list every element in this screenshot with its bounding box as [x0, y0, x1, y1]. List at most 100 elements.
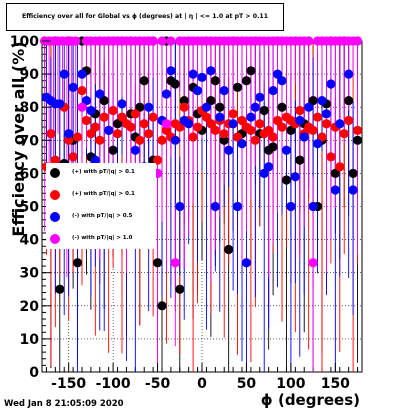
data-point — [77, 69, 87, 79]
data-point — [152, 155, 163, 165]
data-point — [335, 162, 345, 172]
legend: (+) with pT/|q| > 0.1 (+) with pT/|q| > … — [46, 163, 156, 249]
data-point — [215, 112, 225, 122]
data-point — [117, 99, 127, 109]
data-point — [192, 86, 203, 96]
data-point — [46, 129, 56, 139]
data-point — [232, 201, 243, 212]
data-point — [286, 125, 296, 135]
data-point — [72, 132, 83, 142]
chart-title-box: Efficiency over all for Global vs ϕ (deg… — [6, 3, 284, 31]
data-point — [259, 105, 269, 116]
x-tick-label: -50 — [145, 376, 171, 392]
data-point — [81, 95, 92, 106]
data-point — [64, 129, 74, 139]
data-point — [166, 36, 176, 46]
legend-label: (+) with pT/|q| > 0.1 — [72, 191, 135, 197]
data-point — [224, 244, 234, 255]
data-point — [152, 258, 163, 268]
data-point — [281, 175, 292, 185]
data-point — [86, 129, 96, 139]
data-point — [348, 185, 358, 195]
data-point — [246, 125, 256, 135]
data-point — [308, 258, 318, 268]
data-point — [299, 132, 309, 142]
data-point — [304, 36, 314, 46]
legend-marker-red — [50, 190, 60, 200]
data-point — [268, 142, 278, 152]
y-tick-label: 0 — [29, 365, 39, 381]
data-point — [308, 95, 318, 106]
data-point — [295, 115, 305, 126]
data-point — [157, 301, 167, 311]
data-point — [259, 168, 269, 178]
data-point — [352, 36, 363, 46]
data-point — [201, 102, 212, 112]
data-point — [241, 258, 252, 268]
data-point — [326, 79, 336, 89]
legend-marker-black — [50, 168, 60, 178]
data-point — [295, 155, 305, 165]
data-point — [246, 66, 256, 76]
data-point — [112, 119, 123, 129]
x-tick-label: 50 — [237, 376, 257, 392]
data-point — [228, 109, 238, 119]
data-point — [77, 86, 87, 96]
data-point — [59, 69, 69, 79]
legend-label: (-) with pT/|q| > 0.5 — [72, 213, 133, 219]
chart-title: Efficiency over all for Global vs ϕ (deg… — [21, 13, 269, 20]
data-point — [104, 125, 114, 135]
y-tick-label: 20 — [20, 299, 40, 315]
data-point — [135, 135, 145, 145]
x-axis-label: ϕ (degrees) — [260, 391, 360, 409]
data-point — [219, 86, 229, 96]
data-point — [108, 145, 118, 155]
data-point — [228, 119, 238, 129]
data-point — [50, 155, 60, 165]
data-point — [210, 125, 220, 135]
data-point — [161, 125, 172, 135]
legend-label: (-) with pT/|q| > 1.0 — [72, 235, 133, 241]
data-point — [99, 95, 109, 106]
data-point — [219, 135, 229, 145]
data-point — [90, 122, 100, 132]
data-point — [321, 119, 332, 129]
data-point — [139, 119, 149, 129]
data-point — [72, 258, 83, 268]
y-tick-label: 10 — [20, 332, 40, 348]
data-point — [206, 95, 216, 106]
data-point — [210, 76, 220, 86]
data-point — [126, 122, 136, 132]
timestamp: Wed Jan 8 21:05:09 2020 — [4, 399, 124, 409]
data-point — [304, 102, 314, 112]
data-point — [55, 99, 65, 109]
data-point — [352, 135, 363, 145]
legend-label: (+) with pT/|q| > 0.1 — [72, 169, 135, 175]
data-point — [308, 125, 318, 135]
data-point — [95, 89, 105, 99]
y-tick-label: 70 — [20, 133, 40, 149]
data-point — [255, 92, 265, 102]
data-point — [99, 112, 109, 122]
data-point — [317, 95, 327, 106]
data-point — [135, 102, 145, 112]
data-point — [215, 102, 225, 112]
data-point — [277, 102, 287, 112]
data-point — [272, 69, 283, 79]
data-point — [308, 201, 318, 212]
data-point — [246, 112, 256, 122]
data-point — [286, 201, 296, 212]
data-point — [272, 115, 283, 126]
data-point — [81, 115, 92, 126]
data-point — [188, 132, 198, 142]
data-point — [268, 132, 278, 142]
data-point — [117, 112, 127, 122]
data-point — [219, 129, 229, 139]
data-point — [184, 119, 194, 129]
data-point — [175, 122, 185, 132]
data-point — [232, 82, 243, 92]
data-point — [68, 152, 78, 162]
data-point — [170, 258, 180, 268]
data-point — [330, 168, 340, 178]
